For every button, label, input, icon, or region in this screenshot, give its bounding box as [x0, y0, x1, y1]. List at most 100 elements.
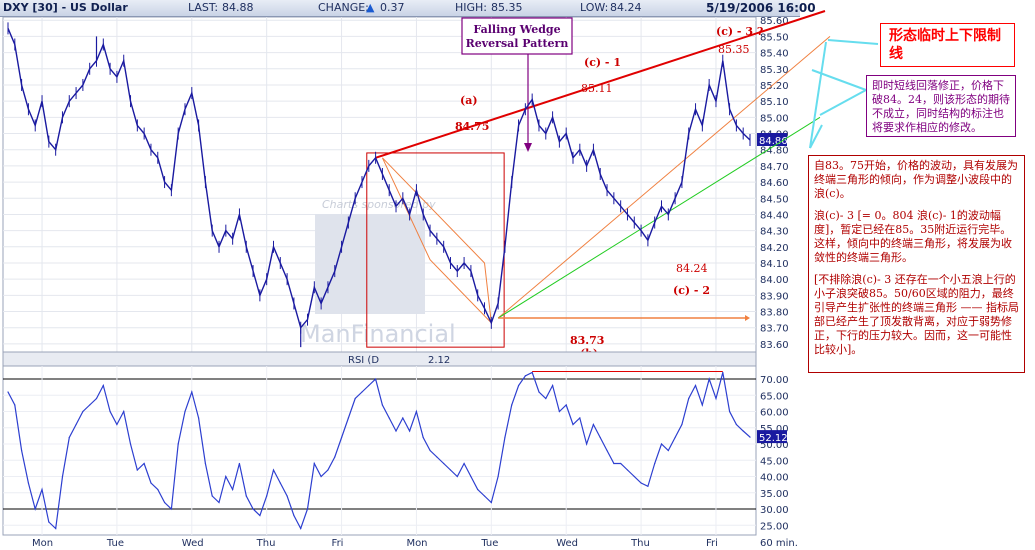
note-paragraph-2: 浪(c)- 3 [= 0。804 浪(c)- 1的波动幅度]，暂定已经在85。3… [814, 209, 1012, 264]
price-y-tick-label: 84.70 [760, 162, 789, 173]
x-tick-label: Tue [480, 538, 498, 549]
rsi-point [715, 397, 717, 400]
rsi-line [7, 371, 751, 531]
price-y-tick-label: 85.50 [760, 32, 789, 43]
price-y-tick-label: 85.40 [760, 49, 789, 60]
watermark-brand-text: ManFinancial [300, 320, 456, 348]
note-terminal-triangle: 自83。75开始，价格的波动，具有发展为终端三角形的倾向，作为调整小波段中的浪(… [808, 155, 1025, 373]
rsi-point [599, 436, 601, 439]
last-price-label: 84.86 [759, 136, 788, 147]
rsi-point [327, 469, 329, 471]
rsi-point [572, 423, 574, 426]
rsi-plot-background [2, 365, 757, 536]
rsi-point [545, 397, 547, 400]
x-tick-label: Fri [706, 538, 718, 549]
rsi-point [586, 443, 588, 445]
rsi-point [456, 475, 458, 478]
price-series [7, 22, 751, 348]
change-value: 0.37 [380, 1, 405, 14]
price-line [7, 28, 751, 330]
x-tick-label: Fri [332, 538, 344, 549]
rsi-value-fragment: 2.12 [428, 355, 450, 366]
wave-label-c1: (c) - 1 [584, 56, 621, 69]
rsi-point [102, 384, 104, 387]
rsi-point [157, 488, 159, 491]
rsi-point [198, 417, 200, 419]
note-paragraph-1: 自83。75开始，价格的波动，具有发展为终端三角形的倾向，作为调整小波段中的浪(… [814, 159, 1018, 200]
x-tick-label: Thu [256, 538, 276, 549]
chart-date: 5/19/2006 16:00 [706, 1, 816, 15]
rsi-point [647, 485, 649, 487]
rsi-point [95, 397, 98, 400]
rsi-y-tick-label: 55.00 [760, 424, 789, 435]
rsi-point [150, 482, 152, 484]
wedge-label-line-1: Falling Wedge [473, 23, 560, 36]
rsi-point [722, 371, 724, 374]
x-tick-label: Mon [32, 538, 53, 549]
rsi-point [633, 475, 635, 478]
rsi-point [361, 391, 363, 393]
rsi-point [470, 475, 472, 478]
price-y-tick-label: 83.80 [760, 308, 789, 319]
wave-label-a: (a) [460, 94, 478, 107]
rsi-point [340, 436, 343, 439]
rsi-point [531, 371, 533, 374]
price-y-tick-label: 85.20 [760, 81, 789, 92]
wave-value-c1: 85.11 [581, 82, 613, 95]
rsi-point [490, 501, 492, 504]
rsi-point [449, 469, 452, 471]
last-value: 84.88 [222, 1, 254, 14]
wedge-label-line-2: Reversal Pattern [466, 37, 569, 50]
rsi-point [640, 482, 642, 484]
rsi-point [395, 430, 397, 432]
rsi-point [48, 521, 50, 523]
rsi-point [143, 462, 145, 465]
rsi-y-axis: 25.00 30.00 35.00 40.00 45.00 50.00 55.00 60.00… [757, 375, 789, 532]
rsi-point [211, 495, 213, 497]
upper-trend-line [375, 10, 826, 159]
rsi-point [674, 436, 676, 439]
price-y-tick-label: 85.30 [760, 65, 789, 76]
high-label: HIGH: [455, 1, 488, 14]
rsi-point [245, 495, 247, 497]
rsi-point [415, 410, 418, 413]
rsi-point [667, 449, 669, 452]
callout-arrow [809, 41, 827, 149]
rsi-point [136, 469, 138, 471]
wave-value-b: 83.73 [570, 334, 604, 347]
rsi-point [293, 514, 295, 517]
price-y-tick-label: 85.00 [760, 113, 789, 124]
price-grid [3, 17, 756, 352]
low-label: LOW: [580, 1, 609, 14]
rsi-point [735, 423, 737, 426]
rsi-point [538, 391, 540, 393]
rsi-point [61, 475, 64, 478]
x-tick-label: Wed [182, 538, 204, 549]
rsi-point [75, 423, 77, 426]
rsi-point [34, 508, 36, 510]
rsi-point [184, 410, 186, 413]
high-value: 85.35 [491, 1, 523, 14]
rsi-point [191, 391, 193, 393]
wedge-label-box [461, 17, 573, 55]
rsi-point [511, 404, 513, 406]
rsi-y-tick-label: 35.00 [760, 489, 789, 500]
rsi-header-band [2, 351, 757, 367]
wedge-label-arrowhead [524, 143, 532, 152]
wave-value-c2: 84.24 [676, 262, 708, 275]
price-y-tick-label: 84.10 [760, 259, 789, 270]
symbol-title: DXY [30] - US Dollar [3, 1, 128, 14]
rsi-point [354, 397, 356, 400]
rsi-last-label: 52.12 [759, 433, 788, 444]
x-tick-label: Mon [406, 538, 427, 549]
price-y-tick-label: 84.30 [760, 227, 789, 238]
rsi-point [749, 436, 751, 438]
rsi-y-tick-label: 40.00 [760, 473, 789, 484]
rsi-point [347, 417, 349, 419]
rsi-point [320, 475, 322, 478]
rsi-point [368, 384, 370, 387]
price-y-tick-label: 84.40 [760, 210, 789, 221]
rsi-point [388, 417, 390, 419]
rsi-point [170, 508, 172, 510]
upper-channel-line [497, 36, 831, 319]
